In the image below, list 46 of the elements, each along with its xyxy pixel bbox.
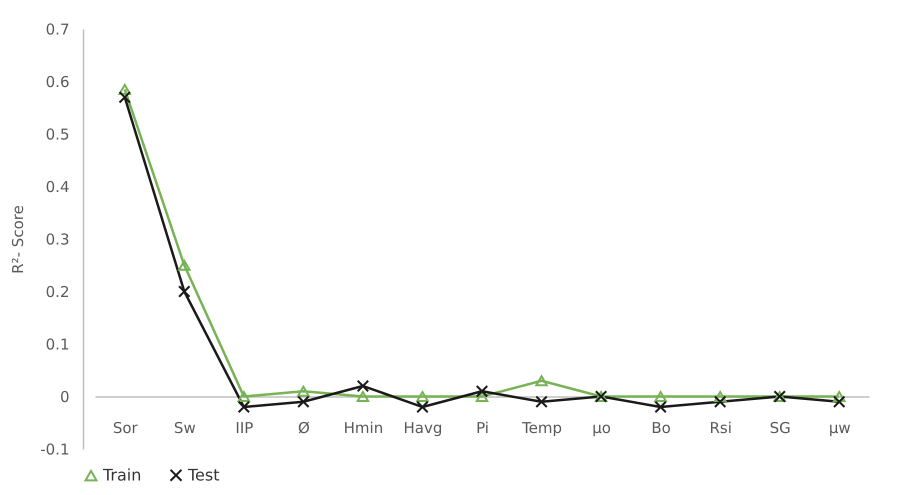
legend-label: Test [187,465,220,484]
x-tick-label: Havg [404,419,442,437]
x-tick-label: Hmin [344,419,384,437]
point [476,385,488,398]
y-axis-title: R²- Score [9,205,28,274]
y-tick-label: 0.4 [46,178,70,196]
x-tick-label: SG [770,419,791,437]
point [178,285,191,298]
point [238,390,250,402]
point [356,390,370,402]
point [714,396,726,408]
point [297,386,310,397]
x-tick-label: Sw [174,419,196,437]
x-tick-label: Pi [476,419,489,437]
x-tick-label: Bo [651,419,671,437]
y-tick-label: 0.5 [46,126,70,144]
point [118,91,132,104]
y-tick-label: 0.7 [46,20,70,38]
point [832,396,846,408]
point [832,390,846,402]
x-tick-label: μw [828,419,851,437]
legend-label: Train [102,466,142,485]
x-tick-label: Rsi [709,419,732,437]
y-tick-label: 0.2 [46,283,70,301]
x-tick-label: Sor [112,419,139,437]
x-tick-label: μo [592,419,611,437]
point [356,380,370,392]
x-tick-label: Temp [521,419,562,437]
x-tick-label: Ø [298,419,310,437]
point [118,84,132,95]
point [178,260,191,271]
point [654,390,667,402]
point [416,390,429,402]
y-tick-label: 0.6 [46,73,70,91]
y-tick-label: 0.1 [46,336,70,354]
point [416,400,429,414]
y-tick-label: 0 [60,388,70,406]
point [535,375,548,386]
y-tick-label: 0.3 [46,230,70,248]
point [714,390,726,402]
x-tick-label: IIP [235,419,254,437]
point [535,396,548,408]
point [654,400,667,414]
point [297,396,310,408]
y-tick-label: -0.1 [40,440,70,458]
point [238,400,250,414]
